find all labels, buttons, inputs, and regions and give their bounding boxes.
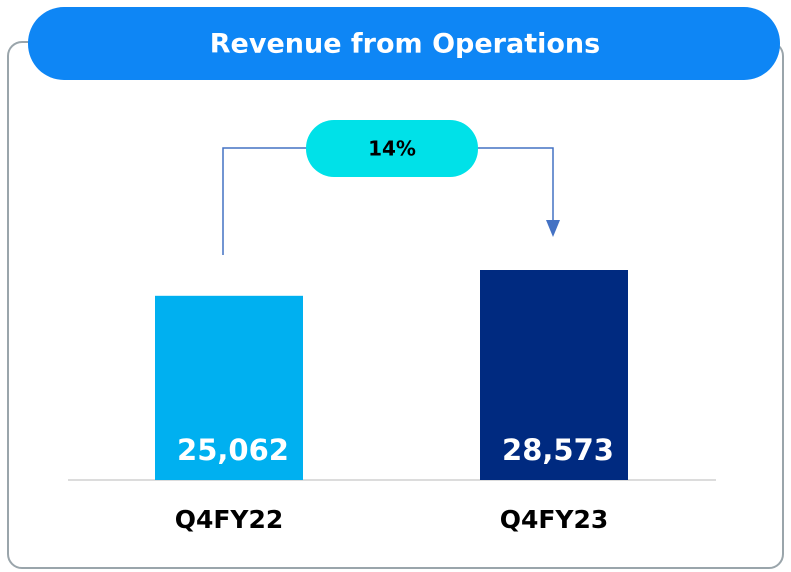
value-label: 28,573 [502, 433, 614, 467]
annotation-pill [306, 120, 478, 177]
connector-left [222, 147, 308, 255]
category-label: Q4FY23 [500, 505, 609, 534]
bar [480, 270, 628, 480]
category-label: Q4FY22 [175, 505, 284, 534]
annotation: 14% [368, 137, 416, 161]
connector-right [478, 147, 554, 222]
value-label: 25,062 [177, 433, 289, 467]
arrow-head [546, 220, 560, 237]
chart-title: Revenue from Operations [210, 29, 600, 60]
bar [155, 295, 303, 480]
title-banner [28, 7, 780, 80]
